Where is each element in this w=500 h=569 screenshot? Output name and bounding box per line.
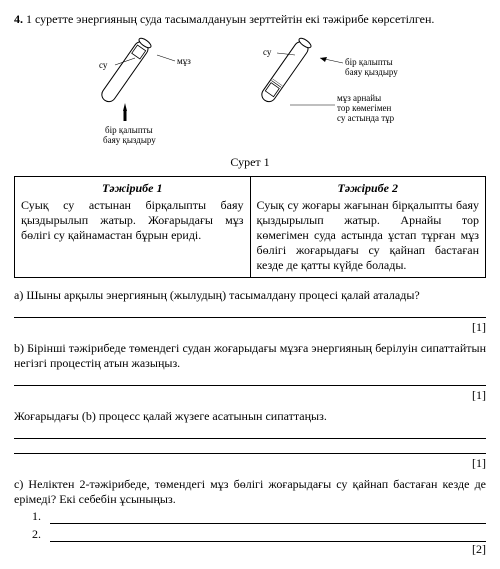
mark-b: [1] xyxy=(14,388,486,403)
part-a-text: а) Шыны арқылы энергияның (жылудың) тасы… xyxy=(14,288,486,303)
answer-blank[interactable] xyxy=(50,511,486,524)
table-body-1: Суық су астынан бірқалыпты баяу қыздырыл… xyxy=(21,198,244,242)
label-su-1: су xyxy=(99,60,108,70)
heat-arrow-icon xyxy=(123,103,127,111)
label-heat1b: баяу қыздыру xyxy=(103,135,156,145)
part-c-list: 1. 2. xyxy=(32,509,486,542)
label-mesh2: тор көмегімен xyxy=(337,103,392,113)
label-heat2b: баяу қыздыру xyxy=(345,67,398,77)
table-header-1: Тәжірибе 1 xyxy=(21,181,244,196)
table-header-2: Тәжірибе 2 xyxy=(257,181,480,196)
label-mesh3: су астында тұр xyxy=(337,113,395,123)
answer-blank[interactable] xyxy=(14,426,486,439)
question-line: 4. 1 суретте энергияның суда тасымалдану… xyxy=(14,12,486,27)
list-number-1: 1. xyxy=(32,509,46,524)
answer-blank[interactable] xyxy=(14,441,486,454)
figure-area: су мұз бір қалыпты баяу қыздыру су бір қ… xyxy=(14,33,486,153)
figure-experiment-1: су мұз бір қалыпты баяу қыздыру xyxy=(65,33,225,153)
experiment-table: Тәжірибе 1 Суық су астынан бірқалыпты ба… xyxy=(14,176,486,278)
table-cell-2: Тәжірибе 2 Суық су жоғары жағынан бірқал… xyxy=(250,177,486,278)
figure-experiment-2: су бір қалыпты баяу қыздыру мұз арнайы т… xyxy=(235,33,435,153)
part-b2-text: Жоғарыдағы (b) процесс қалай жүзеге асат… xyxy=(14,409,486,424)
table-body-2: Суық су жоғары жағынан бірқалыпты баяу қ… xyxy=(257,198,480,272)
answer-blank[interactable] xyxy=(50,529,486,542)
label-heat2a: бір қалыпты xyxy=(345,57,393,67)
mark-a: [1] xyxy=(14,320,486,335)
label-mesh1: мұз арнайы xyxy=(337,93,381,103)
label-muz-1: мұз xyxy=(177,56,191,66)
label-heat1a: бір қалыпты xyxy=(105,125,153,135)
part-c-text: с) Неліктен 2-тәжірибеде, төмендегі мұз … xyxy=(14,477,486,507)
mark-c: [2] xyxy=(14,542,486,557)
mark-b2: [1] xyxy=(14,456,486,471)
figure-caption: Сурет 1 xyxy=(14,155,486,170)
answer-blank[interactable] xyxy=(14,305,486,318)
question-number: 4. xyxy=(14,12,23,26)
label-su-2: су xyxy=(263,47,272,57)
answer-blank[interactable] xyxy=(14,373,486,386)
part-b-text: b) Бірінші тәжірибеде төмендегі судан жо… xyxy=(14,341,486,371)
question-text: 1 суретте энергияның суда тасымалдануын … xyxy=(26,12,434,26)
table-cell-1: Тәжірибе 1 Суық су астынан бірқалыпты ба… xyxy=(15,177,251,278)
